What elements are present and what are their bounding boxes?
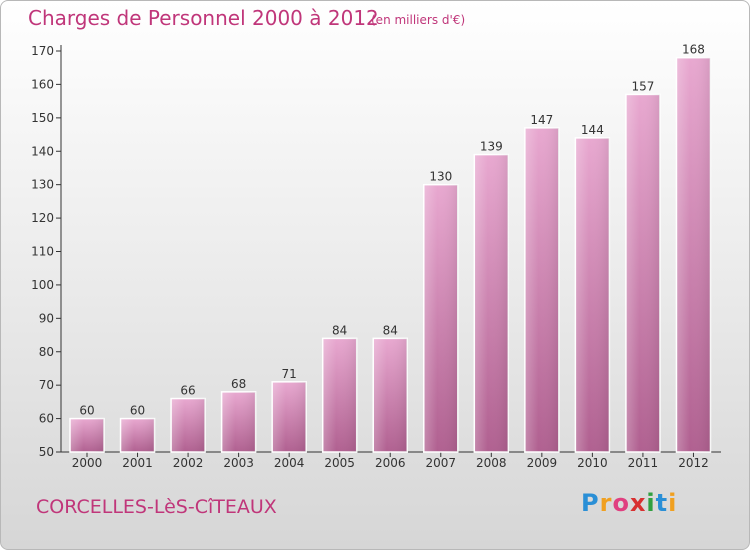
logo-letter: i xyxy=(646,489,656,517)
y-tick-label: 120 xyxy=(31,211,54,225)
data-label: 144 xyxy=(581,123,604,137)
data-label: 147 xyxy=(530,113,553,127)
x-tick-label: 2006 xyxy=(375,456,406,470)
place-name: CORCELLES-LèS-CîTEAUX xyxy=(36,496,277,518)
bar-shade xyxy=(221,391,256,452)
x-tick-label: 2009 xyxy=(527,456,558,470)
x-tick-label: 2011 xyxy=(628,456,659,470)
data-label: 84 xyxy=(332,323,347,337)
bar-shade xyxy=(625,94,660,453)
bar-2009 xyxy=(524,127,560,453)
y-tick-label: 90 xyxy=(39,311,54,325)
bar-2004 xyxy=(271,381,307,453)
x-tick-label: 2010 xyxy=(577,456,608,470)
y-tick-label: 150 xyxy=(31,111,54,125)
y-tick-label: 100 xyxy=(31,278,54,292)
bar-shade xyxy=(474,154,509,452)
chart-title: Charges de Personnel 2000 à 2012 xyxy=(28,6,379,30)
data-label: 60 xyxy=(130,404,145,418)
bar-shade xyxy=(575,137,610,452)
data-label: 71 xyxy=(282,367,297,381)
x-tick-label: 2000 xyxy=(72,456,103,470)
x-tick-label: 2002 xyxy=(173,456,204,470)
bar-shade xyxy=(373,338,408,452)
y-tick-label: 160 xyxy=(31,77,54,91)
y-tick-label: 70 xyxy=(39,378,54,392)
x-tick-label: 2001 xyxy=(122,456,153,470)
bar-shade xyxy=(120,418,155,452)
y-tick-label: 110 xyxy=(31,245,54,259)
logo-letter: x xyxy=(629,489,647,517)
data-label: 84 xyxy=(383,323,398,337)
logo-letter: P xyxy=(581,489,600,517)
bar-shade xyxy=(322,338,357,452)
data-label: 168 xyxy=(682,43,705,57)
x-tick-label: 2005 xyxy=(324,456,355,470)
data-label: 60 xyxy=(79,404,94,418)
bar-2007 xyxy=(423,183,459,453)
proxiti-logo: Proxiti xyxy=(581,489,677,517)
y-tick-label: 50 xyxy=(39,445,54,459)
data-label: 139 xyxy=(480,140,503,154)
data-label: 68 xyxy=(231,377,246,391)
bars xyxy=(69,56,712,453)
x-tick-label: 2003 xyxy=(223,456,254,470)
axes: 50 60 70 80 90 100 110 120 130 140 150 160 170 2000 20… xyxy=(31,44,721,470)
x-tick-label: 2008 xyxy=(476,456,507,470)
logo-letter: o xyxy=(612,489,630,517)
bar-2005 xyxy=(321,337,358,453)
logo-letter: i xyxy=(668,489,678,517)
bar-2003 xyxy=(220,391,257,453)
bar-2010 xyxy=(574,137,611,453)
bar-2008 xyxy=(473,153,510,453)
bar-shade xyxy=(171,398,206,452)
y-tick-label: 60 xyxy=(39,412,54,426)
data-label: 130 xyxy=(429,170,452,184)
x-tick-label: 2012 xyxy=(678,456,709,470)
bar-2000 xyxy=(69,417,105,453)
bar-shade xyxy=(70,418,104,452)
data-labels: 60 60 66 68 71 84 84 130 139 147 144 157 168 xyxy=(79,43,705,418)
y-tick-label: 80 xyxy=(39,345,54,359)
bar-2002 xyxy=(170,397,206,453)
bar-2006 xyxy=(372,337,408,453)
x-tick-label: 2004 xyxy=(274,456,305,470)
y-tick-label: 130 xyxy=(31,178,54,192)
logo-letter: r xyxy=(599,489,613,517)
bar-shade xyxy=(423,184,458,452)
bar-2001 xyxy=(119,417,156,453)
data-label: 66 xyxy=(180,384,195,398)
chart-subtitle: (en milliers d'€) xyxy=(371,13,466,27)
bar-2011 xyxy=(625,93,661,453)
bar-shade xyxy=(272,381,307,452)
y-tick-label: 140 xyxy=(31,144,54,158)
logo-letter: t xyxy=(655,489,669,517)
bar-2012 xyxy=(675,56,712,453)
bar-shade xyxy=(676,57,711,452)
data-label: 157 xyxy=(631,79,654,93)
bar-shade xyxy=(524,127,559,452)
y-tick-label: 170 xyxy=(31,44,54,58)
x-tick-label: 2007 xyxy=(425,456,456,470)
